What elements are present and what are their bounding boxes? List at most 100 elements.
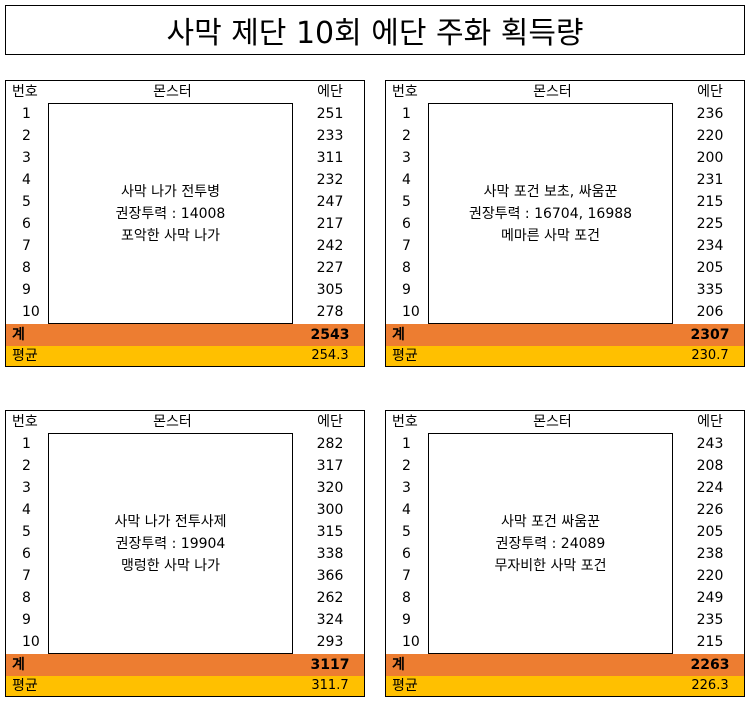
row-number: 4 <box>22 172 31 188</box>
row-number: 5 <box>22 194 31 210</box>
row-number: 3 <box>402 150 411 166</box>
row-number: 1 <box>22 106 31 122</box>
row-value: 278 <box>316 304 344 320</box>
row-value: 235 <box>696 612 724 628</box>
row-value: 311 <box>316 150 344 166</box>
sum-label: 계 <box>12 327 25 343</box>
header-number: 번호 <box>392 414 418 430</box>
row-number: 6 <box>402 216 411 232</box>
header-number: 번호 <box>12 84 38 100</box>
row-number: 3 <box>22 150 31 166</box>
row-number: 5 <box>402 194 411 210</box>
monster-info-box: 사막 포건 보초, 싸움꾼 권장투력 : 16704, 16988 메마른 사막… <box>428 103 673 324</box>
monster-power: 권장투력 : 24089 <box>495 535 606 552</box>
row-number: 6 <box>22 216 31 232</box>
sum-row: 계 3117 <box>6 654 364 676</box>
row-value: 236 <box>696 106 724 122</box>
sum-value: 3117 <box>310 657 350 673</box>
row-value: 206 <box>696 304 724 320</box>
sum-label: 계 <box>392 327 405 343</box>
row-number: 8 <box>22 590 31 606</box>
avg-value: 226.3 <box>691 678 729 693</box>
row-value: 247 <box>316 194 344 210</box>
row-number: 5 <box>22 524 31 540</box>
sum-label: 계 <box>12 657 25 673</box>
row-number: 9 <box>22 282 31 298</box>
row-number: 10 <box>402 634 420 650</box>
stats-panel-3: 번호 몬스터 에단 1 2 3 4 5 6 7 8 9 10 사막 나가 전투사… <box>5 410 365 697</box>
row-number: 7 <box>22 238 31 254</box>
row-number: 1 <box>22 436 31 452</box>
row-number: 4 <box>402 172 411 188</box>
row-value: 282 <box>316 436 344 452</box>
row-number: 1 <box>402 106 411 122</box>
stats-panel-2: 번호 몬스터 에단 1 2 3 4 5 6 7 8 9 10 사막 포건 보초,… <box>385 80 745 367</box>
number-column: 1 2 3 4 5 6 7 8 9 10 <box>6 433 48 653</box>
row-value: 324 <box>316 612 344 628</box>
header-number: 번호 <box>392 84 418 100</box>
sum-row: 계 2307 <box>386 324 744 346</box>
row-value: 335 <box>696 282 724 298</box>
sum-value: 2307 <box>690 327 730 343</box>
value-column: 243 208 224 226 205 238 220 249 235 215 <box>676 433 744 653</box>
row-value: 226 <box>696 502 724 518</box>
row-value: 234 <box>696 238 724 254</box>
sum-label: 계 <box>392 657 405 673</box>
row-number: 7 <box>22 568 31 584</box>
sum-value: 2263 <box>690 657 730 673</box>
monster-power: 권장투력 : 14008 <box>115 205 226 222</box>
row-value: 238 <box>696 546 724 562</box>
row-value: 262 <box>316 590 344 606</box>
row-value: 338 <box>316 546 344 562</box>
row-number: 1 <box>402 436 411 452</box>
monster-power: 권장투력 : 19904 <box>115 535 226 552</box>
monster-power: 권장투력 : 16704, 16988 <box>468 205 633 222</box>
monster-boss: 포악한 사막 나가 <box>120 227 221 244</box>
monster-boss: 메마른 사막 포건 <box>500 227 601 244</box>
page-title: 사막 제단 10회 에단 주화 획득량 <box>5 5 745 55</box>
avg-row: 평균 311.7 <box>6 676 364 696</box>
header-number: 번호 <box>12 414 38 430</box>
row-number: 2 <box>402 458 411 474</box>
row-value: 224 <box>696 480 724 496</box>
stats-panel-1: 번호 몬스터 에단 1 2 3 4 5 6 7 8 9 10 사막 나가 전투병… <box>5 80 365 367</box>
row-value: 200 <box>696 150 724 166</box>
monster-name: 사막 포건 보초, 싸움꾼 <box>483 183 618 200</box>
row-number: 8 <box>22 260 31 276</box>
header-monster: 몬스터 <box>153 414 192 430</box>
row-number: 10 <box>402 304 420 320</box>
row-value: 215 <box>696 634 724 650</box>
monster-boss: 맹렁한 사막 나가 <box>120 557 221 574</box>
monster-name: 사막 포건 싸움꾼 <box>500 513 601 530</box>
row-value: 208 <box>696 458 724 474</box>
avg-row: 평균 254.3 <box>6 346 364 366</box>
avg-label: 평균 <box>12 348 38 364</box>
row-value: 227 <box>316 260 344 276</box>
row-number: 2 <box>22 458 31 474</box>
row-number: 7 <box>402 568 411 584</box>
header-value: 에단 <box>697 414 723 430</box>
row-number: 4 <box>22 502 31 518</box>
header-monster: 몬스터 <box>153 84 192 100</box>
row-number: 7 <box>402 238 411 254</box>
monster-info-box: 사막 나가 전투사제 권장투력 : 19904 맹렁한 사막 나가 <box>48 433 293 654</box>
header-value: 에단 <box>317 414 343 430</box>
value-column: 251 233 311 232 247 217 242 227 305 278 <box>296 103 364 323</box>
number-column: 1 2 3 4 5 6 7 8 9 10 <box>386 433 428 653</box>
monster-info-box: 사막 나가 전투병 권장투력 : 14008 포악한 사막 나가 <box>48 103 293 324</box>
row-value: 300 <box>316 502 344 518</box>
monster-name: 사막 나가 전투사제 <box>114 513 227 530</box>
row-number: 9 <box>22 612 31 628</box>
row-number: 2 <box>22 128 31 144</box>
row-number: 6 <box>402 546 411 562</box>
row-value: 320 <box>316 480 344 496</box>
avg-value: 254.3 <box>311 348 349 363</box>
row-value: 205 <box>696 260 724 276</box>
row-value: 315 <box>316 524 344 540</box>
avg-label: 평균 <box>12 678 38 694</box>
monster-boss: 무자비한 사막 포건 <box>494 557 607 574</box>
value-column: 282 317 320 300 315 338 366 262 324 293 <box>296 433 364 653</box>
row-value: 220 <box>696 128 724 144</box>
row-number: 6 <box>22 546 31 562</box>
avg-row: 평균 226.3 <box>386 676 744 696</box>
